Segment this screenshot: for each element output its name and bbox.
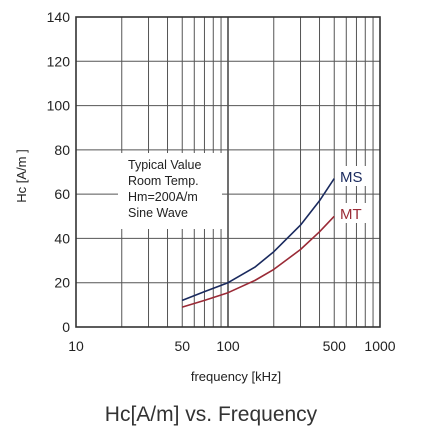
- series-label-mt: MT: [340, 206, 362, 223]
- plot-frame: [75, 16, 381, 328]
- y-tick-label: 20: [54, 275, 70, 291]
- series-label-ms: MS: [340, 169, 363, 186]
- x-tick-label: 10: [68, 338, 84, 354]
- y-tick-label: 0: [62, 319, 70, 335]
- series-lines: [181, 178, 335, 308]
- x-tick-label: 50: [174, 338, 190, 354]
- series-label-mt-bg: [338, 203, 368, 223]
- hc-vs-frequency-chart: Typical Value Room Temp. Hm=200A/m Sine …: [14, 9, 396, 384]
- y-tick-label: 120: [47, 53, 71, 69]
- x-axis-title: frequency [kHz]: [191, 369, 281, 384]
- annotation-line-1: Typical Value: [128, 158, 201, 172]
- annotation-line-4: Sine Wave: [128, 206, 188, 220]
- x-tick-labels: 10 50 100 500 1000: [68, 338, 396, 354]
- y-tick-label: 60: [54, 186, 70, 202]
- y-tick-label: 140: [47, 9, 71, 25]
- y-axis-title: Hc [A/m ]: [14, 149, 29, 202]
- chart-caption: Hc[A/m] vs. Frequency: [104, 403, 318, 426]
- series-line-mt: [181, 215, 335, 308]
- y-tick-labels: 0 20 40 60 80 100 120 140: [47, 9, 71, 335]
- x-tick-label: 500: [323, 338, 347, 354]
- series-label-ms-bg: [338, 166, 370, 186]
- annotation-box: [118, 153, 222, 229]
- x-tick-label: 100: [216, 338, 240, 354]
- annotation-line-2: Room Temp.: [128, 174, 199, 188]
- series-line-ms: [181, 178, 335, 302]
- y-tick-label: 100: [47, 98, 71, 114]
- y-tick-label: 40: [54, 230, 70, 246]
- x-tick-label: 1000: [364, 338, 395, 354]
- plot-border: [75, 16, 381, 328]
- y-tick-label: 80: [54, 142, 70, 158]
- annotation-line-3: Hm=200A/m: [128, 190, 198, 204]
